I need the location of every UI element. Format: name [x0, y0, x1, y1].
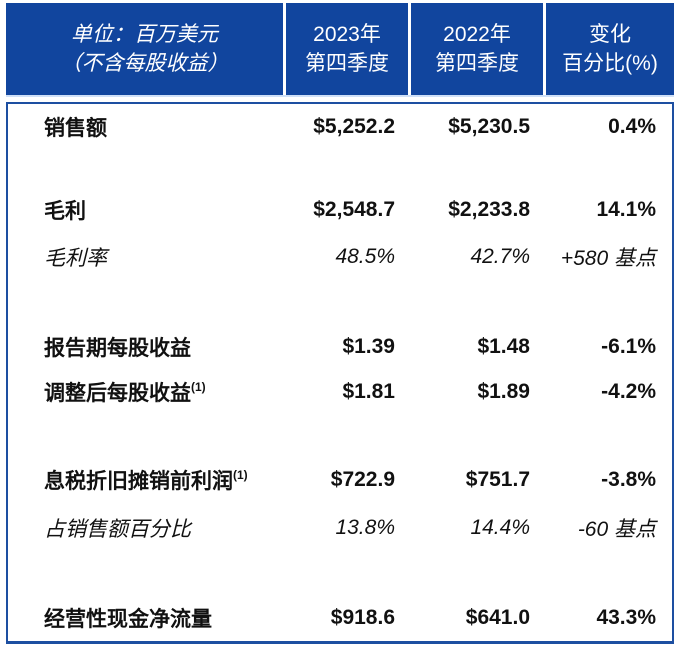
row-label-text: 毛利率 [44, 247, 107, 270]
value-change: +580 基点 [560, 247, 656, 270]
value-2022: $5,230.5 [448, 115, 530, 138]
row-label-text: 息税折旧摊销前利润 [44, 470, 233, 493]
header-col-change-pct: 变化 百分比(%) [543, 3, 674, 95]
value-2023: 48.5% [335, 245, 395, 268]
header-2023-line2: 第四季度 [305, 52, 389, 75]
footnote-marker: (1) [233, 468, 248, 482]
footnote-marker: (1) [191, 380, 206, 394]
row-label-text: 占销售额百分比 [44, 518, 191, 541]
row-label: 销售额 [8, 112, 283, 142]
row-label: 经营性现金净流量 [8, 603, 283, 633]
row-label-text: 报告期每股收益 [44, 337, 191, 360]
table-header: 单位：百万美元 （不含每股收益） 2023年 第四季度 2022年 第四季度 变… [6, 3, 674, 97]
value-2023: $5,252.2 [313, 115, 395, 138]
value-2022: 42.7% [470, 245, 530, 268]
header-col-2022-q4: 2022年 第四季度 [408, 3, 543, 95]
table-row-operating-cash-flow: 经营性现金净流量 $918.6 $641.0 43.3% [8, 603, 672, 633]
header-change-line1: 变化 [589, 23, 631, 46]
table-row-gross-profit: 毛利 $2,548.7 $2,233.8 14.1% [8, 195, 672, 225]
table-row-pct-of-sales: 占销售额百分比 13.8% 14.4% -60 基点 [8, 513, 672, 543]
table-row-ebitda: 息税折旧摊销前利润(1) $722.9 $751.7 -3.8% [8, 465, 672, 495]
row-label: 占销售额百分比 [8, 513, 283, 543]
row-label: 报告期每股收益 [8, 332, 283, 362]
value-2022: $641.0 [465, 606, 530, 629]
value-2023: $1.39 [342, 335, 395, 358]
row-label-text: 销售额 [44, 117, 107, 140]
header-change-line2: 百分比(%) [562, 52, 658, 75]
value-2023: $918.6 [330, 606, 395, 629]
value-2023: $2,548.7 [313, 198, 395, 221]
row-label-text: 调整后每股收益 [44, 382, 191, 405]
table-row-reported-eps: 报告期每股收益 $1.39 $1.48 -6.1% [8, 332, 672, 362]
value-change: -3.8% [601, 468, 656, 491]
value-2023: $722.9 [330, 468, 395, 491]
table-row-sales: 销售额 $5,252.2 $5,230.5 0.4% [8, 112, 672, 142]
value-2022: $2,233.8 [448, 198, 530, 221]
header-2023-line1: 2023年 [313, 23, 381, 46]
header-2022-line2: 第四季度 [435, 52, 519, 75]
value-2023: $1.81 [342, 380, 395, 403]
value-2022: $1.89 [477, 380, 530, 403]
row-label: 息税折旧摊销前利润(1) [8, 465, 283, 495]
row-label-text: 经营性现金净流量 [44, 608, 212, 631]
value-change: 14.1% [596, 198, 656, 221]
row-label-text: 毛利 [44, 200, 86, 223]
header-col-2023-q4: 2023年 第四季度 [283, 3, 408, 95]
header-2022-line1: 2022年 [443, 23, 511, 46]
table-body: 销售额 $5,252.2 $5,230.5 0.4% 毛利 $2,548.7 $… [6, 102, 674, 644]
value-change: -60 基点 [577, 518, 656, 541]
header-unit-line2: （不含每股收益） [60, 52, 229, 75]
value-2022: $751.7 [465, 468, 530, 491]
value-2022: $1.48 [477, 335, 530, 358]
row-label: 毛利 [8, 195, 283, 225]
row-label: 毛利率 [8, 242, 283, 272]
value-change: -4.2% [601, 380, 656, 403]
value-change: 43.3% [596, 606, 656, 629]
header-unit-line1: 单位：百万美元 [71, 23, 218, 46]
value-change: -6.1% [601, 335, 656, 358]
table-row-adjusted-eps: 调整后每股收益(1) $1.81 $1.89 -4.2% [8, 377, 672, 407]
table-row-gross-margin: 毛利率 48.5% 42.7% +580 基点 [8, 242, 672, 272]
value-2022: 14.4% [470, 516, 530, 539]
header-unit-label: 单位：百万美元 （不含每股收益） [6, 3, 283, 95]
row-label: 调整后每股收益(1) [8, 377, 283, 407]
value-2023: 13.8% [335, 516, 395, 539]
value-change: 0.4% [608, 115, 656, 138]
